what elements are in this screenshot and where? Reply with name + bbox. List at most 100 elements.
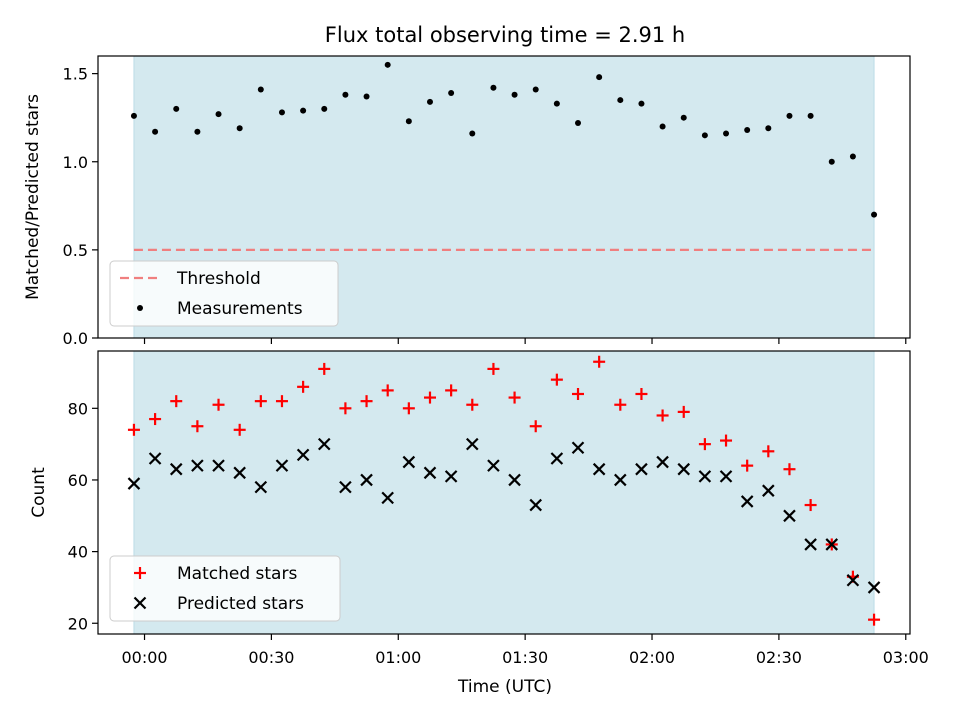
data-point xyxy=(275,395,288,408)
data-point xyxy=(659,123,666,130)
data-point xyxy=(677,405,690,418)
data-point-b xyxy=(656,455,669,469)
data-point-b xyxy=(783,509,796,523)
data-point xyxy=(148,452,162,465)
data-point xyxy=(825,538,839,551)
y-tick-label: 1.0 xyxy=(63,153,88,172)
data-point xyxy=(466,398,479,411)
data-point xyxy=(596,74,603,81)
data-point xyxy=(317,437,331,451)
data-point xyxy=(360,395,373,408)
data-point xyxy=(849,153,856,160)
data-point-b xyxy=(719,470,733,483)
data-point xyxy=(846,573,860,587)
legend-handle-b xyxy=(133,596,147,610)
data-point xyxy=(550,452,564,465)
data-point-b xyxy=(317,437,331,451)
data-point-b xyxy=(677,462,691,476)
data-point xyxy=(719,470,733,483)
data-point-b xyxy=(635,462,648,476)
data-point xyxy=(191,459,204,472)
legend-box xyxy=(109,555,341,622)
data-point xyxy=(448,90,455,97)
y-tick-label: 0.0 xyxy=(63,329,88,348)
data-point xyxy=(765,125,772,132)
data-point xyxy=(871,211,878,218)
data-point xyxy=(656,455,669,469)
data-point xyxy=(339,480,352,494)
data-point-b xyxy=(127,477,141,490)
data-point xyxy=(701,132,708,139)
data-point xyxy=(572,387,585,400)
data-point xyxy=(723,130,730,137)
data-point xyxy=(426,98,433,105)
data-point xyxy=(318,362,331,375)
data-point xyxy=(698,470,712,483)
ratio-panel: 0.0 0.5 1.0 1.5 Matched/Predicted stars Thres… xyxy=(23,55,911,348)
data-point xyxy=(402,402,415,415)
data-point-b xyxy=(698,470,712,483)
data-point xyxy=(236,125,243,132)
data-point xyxy=(762,484,775,497)
data-point xyxy=(296,448,310,462)
data-point-b xyxy=(402,455,416,469)
data-point xyxy=(360,473,373,487)
data-point xyxy=(867,581,881,594)
data-point xyxy=(466,437,479,451)
data-point xyxy=(233,423,246,436)
data-point xyxy=(173,105,180,112)
data-point xyxy=(529,498,542,512)
data-point-b xyxy=(614,473,627,487)
data-point xyxy=(469,130,476,137)
data-point xyxy=(783,509,796,523)
data-point-b xyxy=(804,538,817,551)
data-point xyxy=(149,413,162,426)
data-point xyxy=(212,459,225,472)
x-tick-label: 01:30 xyxy=(502,648,548,667)
data-point-b xyxy=(740,495,754,508)
legend: Matched stars Predicted stars xyxy=(109,555,341,622)
data-point xyxy=(635,462,648,476)
data-point xyxy=(656,409,669,422)
axes-frame xyxy=(97,55,911,339)
series-matched-stars xyxy=(127,355,881,626)
legend-label: Matched stars xyxy=(177,564,297,584)
data-point xyxy=(487,362,500,375)
data-point xyxy=(740,495,754,508)
data-point xyxy=(677,462,691,476)
data-point xyxy=(741,459,754,472)
data-point xyxy=(339,402,352,415)
data-point xyxy=(127,423,140,436)
legend: Threshold Measurements xyxy=(109,260,339,327)
y-tick-label: 0.5 xyxy=(63,241,88,260)
data-point-b xyxy=(339,480,352,494)
data-point xyxy=(423,391,436,404)
data-point xyxy=(127,477,141,490)
data-point xyxy=(445,384,458,397)
chart-title: Flux total observing time = 2.91 h xyxy=(325,23,685,47)
data-point xyxy=(191,420,204,433)
data-point-b xyxy=(233,466,246,480)
data-point xyxy=(490,84,497,91)
series-measurements xyxy=(130,61,878,218)
data-point-b xyxy=(592,462,606,476)
data-point-b xyxy=(466,437,479,451)
data-point xyxy=(278,109,285,116)
data-point xyxy=(381,384,394,397)
legend-box xyxy=(109,260,339,327)
data-point-b xyxy=(254,480,268,494)
data-point xyxy=(638,100,645,107)
data-point xyxy=(342,91,349,98)
data-point xyxy=(444,470,458,483)
data-point xyxy=(254,395,267,408)
data-point-b xyxy=(191,459,204,472)
data-point xyxy=(402,455,416,469)
data-point xyxy=(275,459,289,472)
y-axis-label: Count xyxy=(29,467,49,518)
data-point xyxy=(614,398,627,411)
data-point xyxy=(130,112,137,119)
data-point-b xyxy=(487,459,500,472)
data-point xyxy=(511,91,518,98)
data-point xyxy=(508,473,521,487)
y-tick-label: 80 xyxy=(68,399,88,418)
